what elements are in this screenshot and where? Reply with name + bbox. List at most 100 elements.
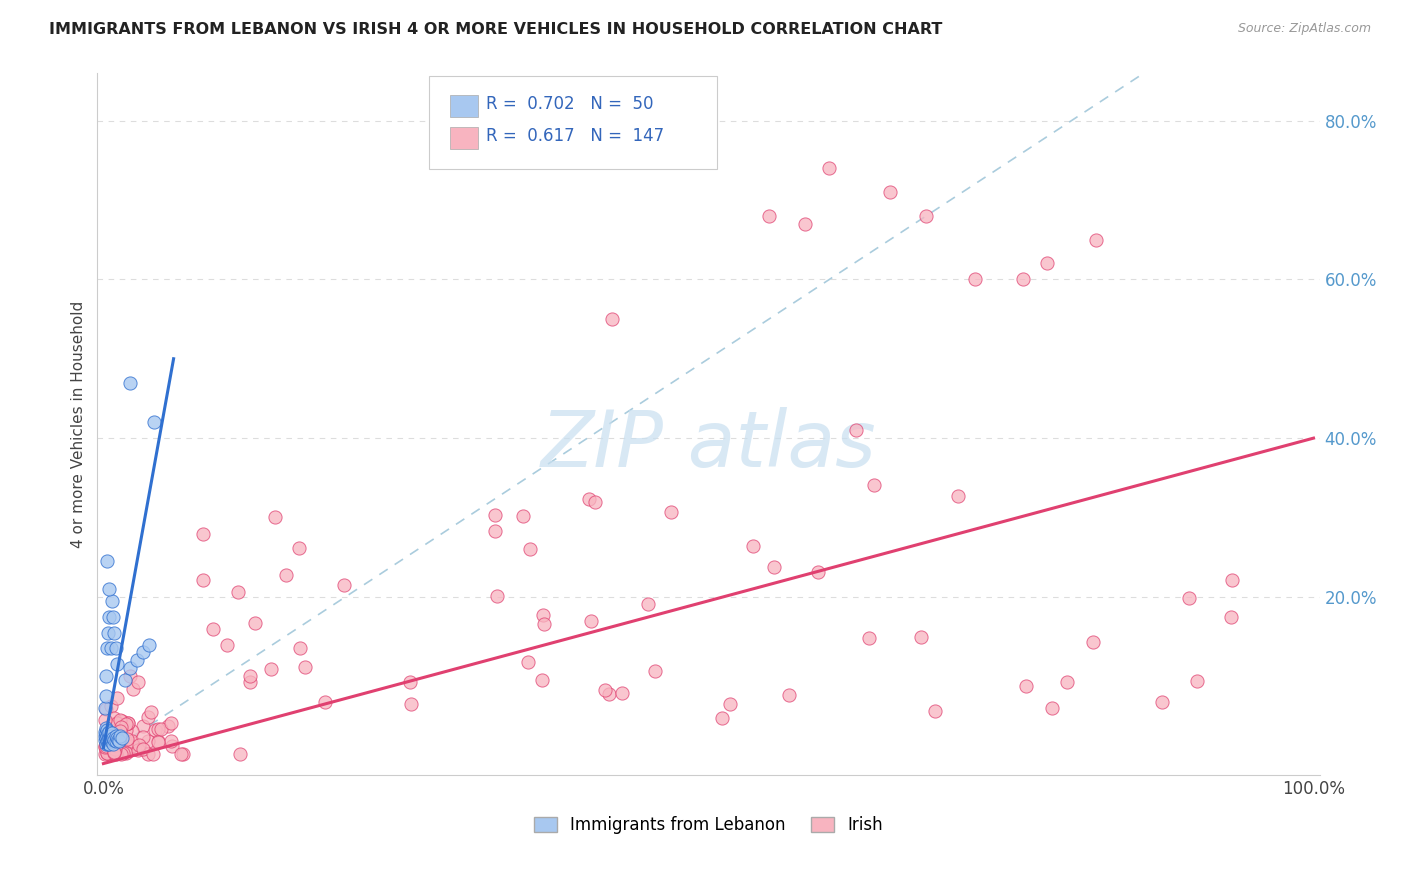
Point (94, 701, 117, 715)
Point (593, 682, 616, 697)
Point (910, 631, 932, 645)
Point (98, 719, 121, 733)
Point (96, 728, 118, 742)
Point (103, 710, 125, 724)
Point (98, 737, 121, 751)
Point (637, 597, 659, 611)
Point (94, 669, 117, 683)
Text: ZIP atlas: ZIP atlas (541, 408, 876, 483)
Text: R =  0.702   N =  50: R = 0.702 N = 50 (486, 95, 654, 113)
Point (117, 715, 139, 730)
Point (101, 716, 124, 731)
Point (93, 739, 115, 753)
Point (96, 739, 118, 754)
Point (111, 746, 134, 760)
Point (294, 660, 316, 674)
Point (98, 747, 121, 761)
Point (97, 625, 120, 640)
Point (100, 641, 122, 656)
Point (131, 742, 153, 756)
Point (579, 615, 602, 629)
Point (963, 272, 986, 286)
Point (138, 638, 160, 652)
Point (105, 719, 128, 733)
Point (97, 729, 120, 743)
Point (169, 747, 191, 761)
Point (401, 698, 423, 712)
Point (98, 724, 121, 739)
Point (96, 723, 118, 738)
Point (98, 609, 121, 624)
Point (111, 714, 134, 728)
Point (146, 734, 169, 748)
Point (127, 653, 149, 667)
Point (101, 726, 124, 740)
Point (96, 747, 118, 761)
Point (578, 492, 600, 507)
Point (98, 731, 121, 746)
Point (260, 662, 283, 676)
Point (758, 209, 780, 223)
Point (239, 669, 262, 683)
Point (121, 736, 143, 750)
Point (94, 747, 117, 761)
Point (217, 638, 239, 652)
Point (97, 726, 120, 740)
Point (101, 746, 124, 760)
Point (104, 739, 127, 753)
Point (115, 723, 138, 737)
Point (1220, 573, 1243, 587)
Point (105, 747, 128, 761)
Point (531, 608, 554, 623)
Point (98, 723, 121, 737)
Point (107, 743, 129, 757)
Point (610, 686, 633, 700)
Point (1040, 701, 1063, 715)
Point (807, 565, 830, 579)
Point (93, 724, 115, 739)
Point (105, 657, 128, 672)
Point (1081, 635, 1104, 649)
Point (290, 641, 312, 656)
Point (1220, 609, 1243, 624)
Point (915, 209, 938, 223)
Point (131, 719, 153, 733)
Point (226, 585, 249, 599)
Legend: Immigrants from Lebanon, Irish: Immigrants from Lebanon, Irish (534, 816, 883, 834)
Point (96, 729, 118, 743)
Point (100, 729, 122, 743)
Point (160, 715, 183, 730)
Point (103, 746, 125, 760)
Point (101, 737, 124, 751)
Point (104, 641, 127, 656)
Point (530, 673, 553, 687)
Point (121, 724, 143, 739)
Point (120, 669, 142, 683)
Text: Source: ZipAtlas.com: Source: ZipAtlas.com (1237, 22, 1371, 36)
Point (132, 645, 155, 659)
Point (288, 541, 311, 555)
Point (94, 726, 117, 740)
Point (104, 729, 127, 743)
Point (1185, 674, 1208, 689)
Point (110, 729, 132, 743)
Point (148, 735, 170, 749)
Point (101, 609, 124, 624)
Point (110, 731, 132, 746)
Point (858, 632, 880, 646)
Point (484, 508, 506, 523)
Point (146, 723, 169, 737)
Point (845, 423, 868, 437)
Point (104, 726, 127, 740)
Point (600, 312, 623, 326)
Y-axis label: 4 or more Vehicles in Household: 4 or more Vehicles in Household (72, 301, 86, 548)
Point (228, 747, 250, 761)
Point (96, 747, 118, 761)
Point (143, 723, 166, 738)
Point (127, 675, 149, 690)
Point (120, 739, 142, 754)
Point (160, 739, 183, 753)
Point (94, 731, 117, 746)
Point (104, 741, 127, 756)
Point (879, 185, 901, 199)
